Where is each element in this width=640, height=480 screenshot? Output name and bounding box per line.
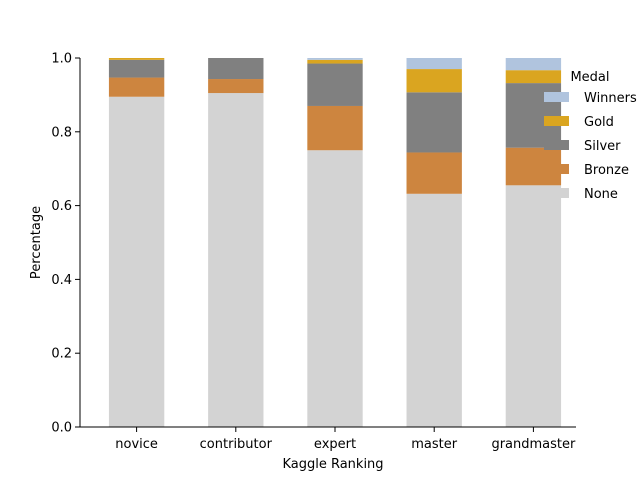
legend-swatch-gold <box>544 116 569 126</box>
legend-label-none: None <box>584 187 618 202</box>
legend-swatch-bronze <box>544 164 569 174</box>
x-axis-label: Kaggle Ranking <box>282 457 383 472</box>
y-tick-label: 0.2 <box>51 347 72 362</box>
bar-silver-novice <box>108 59 165 78</box>
legend-title: Medal <box>570 70 609 85</box>
x-tick-label-contributor: contributor <box>200 437 273 452</box>
y-axis-label: Percentage <box>29 206 44 279</box>
y-ticks: 0.0 0.2 0.4 0.6 0.8 1.0 <box>51 52 80 436</box>
y-tick-label: 0.8 <box>51 125 72 140</box>
legend-swatch-none <box>544 188 569 198</box>
legend-label-bronze: Bronze <box>584 163 629 178</box>
legend-label-winners: Winners <box>584 91 637 106</box>
y-tick-label: 0.4 <box>51 273 72 288</box>
legend: Medal Winners Gold Silver Bronze None <box>544 70 637 202</box>
bar-silver-master <box>406 92 462 153</box>
bar-none-expert <box>307 150 363 427</box>
legend-label-silver: Silver <box>584 139 621 154</box>
bar-winners-grandmaster <box>505 58 562 71</box>
bar-none-contributor <box>208 93 264 428</box>
x-tick-label-grandmaster: grandmaster <box>491 437 576 452</box>
bar-winners-expert <box>307 58 363 60</box>
bar-gold-expert <box>307 59 363 64</box>
x-tick-label-expert: expert <box>314 437 356 452</box>
bar-winners-master <box>406 58 462 70</box>
bar-bronze-contributor <box>208 79 264 94</box>
legend-swatch-winners <box>544 92 569 102</box>
bar-gold-novice <box>108 58 165 60</box>
y-tick-label: 1.0 <box>51 52 72 67</box>
bar-none-grandmaster <box>505 185 562 427</box>
x-ticks: novice contributor expert master grandmaster <box>115 427 576 452</box>
bar-gold-master <box>406 69 462 93</box>
bar-gold-grandmaster <box>505 70 562 84</box>
bar-bronze-expert <box>307 105 363 151</box>
x-tick-label-master: master <box>411 437 457 452</box>
bar-none-novice <box>108 96 165 428</box>
y-tick-label: 0.6 <box>51 199 72 214</box>
bars-layer <box>108 58 562 428</box>
x-tick-label-novice: novice <box>115 437 158 452</box>
y-tick-label: 0.0 <box>51 421 72 436</box>
bar-silver-contributor <box>208 58 264 80</box>
legend-swatch-silver <box>544 140 569 150</box>
bar-none-master <box>406 193 462 427</box>
bar-silver-expert <box>307 63 363 106</box>
bar-bronze-master <box>406 152 462 194</box>
legend-label-gold: Gold <box>584 115 614 130</box>
bar-bronze-novice <box>108 77 165 97</box>
